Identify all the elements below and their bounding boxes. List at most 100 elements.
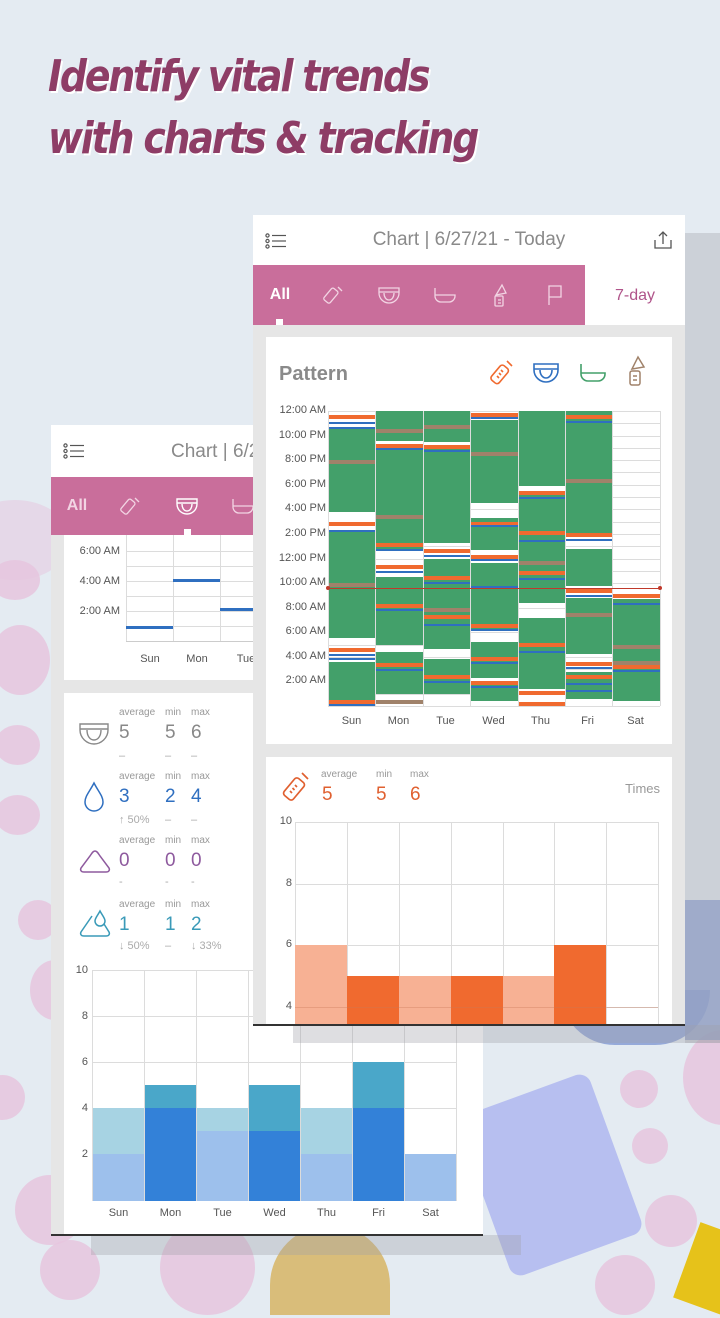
sleep-block — [471, 681, 518, 702]
pump-event — [518, 560, 565, 565]
y-axis-label: 8:00 PM — [285, 453, 326, 466]
bg-decoration — [645, 1195, 697, 1247]
diaper-event — [329, 654, 376, 657]
diaper-event — [566, 682, 613, 685]
pump-event — [376, 699, 423, 704]
sleep-block — [329, 429, 376, 512]
bottle-icon — [119, 494, 143, 518]
stat-average: 0 — [119, 850, 130, 871]
y-axis-label: 4:00 PM — [285, 502, 326, 515]
diaper-icon[interactable] — [532, 361, 560, 385]
sleep-block — [329, 661, 376, 698]
tab-sleep[interactable] — [215, 477, 271, 535]
bar-wed-wet — [249, 1131, 300, 1201]
stat-min: 5 — [165, 722, 176, 743]
tab-sleep[interactable] — [417, 265, 473, 325]
sleep-block — [423, 447, 471, 543]
diaper-event — [566, 595, 613, 598]
pump-event — [376, 515, 423, 520]
bg-decoration — [595, 1255, 655, 1315]
pump-event — [376, 429, 423, 434]
diaper-event — [329, 530, 376, 533]
feeding-event — [423, 548, 471, 553]
tab-feeding[interactable] — [307, 265, 361, 325]
bg-decoration — [0, 1075, 25, 1120]
bottle-icon[interactable] — [488, 357, 516, 387]
mixed-diaper-icon — [78, 908, 112, 938]
tab-feeding[interactable] — [103, 477, 159, 535]
diaper-event — [329, 658, 376, 661]
bg-decoration — [0, 625, 50, 695]
diaper-event — [376, 447, 423, 450]
y-axis-label: 2:00 PM — [285, 526, 326, 539]
feeding-event — [566, 414, 613, 419]
bassinet-icon[interactable] — [578, 362, 608, 384]
feeding-event — [566, 661, 613, 666]
sleep-block — [518, 411, 565, 486]
bg-decoration — [685, 900, 720, 1040]
tab-pump[interactable] — [473, 265, 527, 325]
tab-diaper[interactable] — [159, 477, 215, 535]
current-time-dot — [658, 586, 662, 590]
bg-decoration — [632, 1128, 668, 1164]
diaper-event — [566, 666, 613, 669]
bar-fri-mixed — [353, 1062, 404, 1108]
bottle-icon — [280, 769, 312, 803]
diaper-event — [423, 623, 471, 626]
feeding-event — [376, 444, 423, 449]
feeding-event — [423, 615, 471, 620]
feeding-event — [471, 554, 518, 559]
pump-event — [423, 424, 471, 429]
sleep-block — [376, 411, 423, 441]
feeding-event — [329, 521, 376, 526]
range-selector-7-day[interactable]: 7-day — [615, 287, 656, 304]
stat-average: 1 — [119, 914, 130, 935]
pump-event — [613, 644, 660, 649]
current-time-dot — [326, 586, 330, 590]
tab-all[interactable]: All — [253, 265, 307, 325]
current-time-line — [328, 588, 660, 589]
tab-all[interactable]: All — [66, 497, 88, 514]
stat-max: 0 — [191, 850, 202, 871]
tab-diaper[interactable] — [361, 265, 417, 325]
diaper-event — [220, 608, 267, 611]
feeding-event — [329, 699, 376, 704]
bg-decoration — [620, 1070, 658, 1108]
feeding-min: 5 — [376, 784, 387, 805]
unit-label: Times — [625, 781, 660, 796]
sleep-block — [566, 411, 613, 533]
menu-list-icon[interactable] — [63, 443, 85, 459]
y-axis-label: 6:00 AM — [79, 545, 120, 557]
diaper-event — [471, 661, 518, 664]
bg-decoration — [683, 1030, 720, 1125]
front-screen: Chart | 6/27/21 - Today All 7-day Patter… — [253, 215, 685, 1026]
front-tab-bar: All — [253, 265, 585, 325]
feeding-event — [423, 575, 471, 580]
bar-fri-wet — [353, 1108, 404, 1201]
diaper-event — [471, 525, 518, 528]
pump-event — [613, 660, 660, 665]
feeding-bar-mon — [347, 976, 399, 1024]
diaper-event — [376, 570, 423, 573]
bottle-icon — [322, 283, 346, 307]
sleep-block — [376, 450, 423, 552]
bar-tue-mixed — [197, 1108, 248, 1131]
breast-pump-icon[interactable] — [624, 355, 648, 387]
feeding-event — [423, 675, 471, 680]
y-axis-label: 12:00 AM — [279, 404, 326, 416]
y-axis-label: 10:00 AM — [279, 576, 326, 589]
bg-decoration — [0, 560, 40, 600]
stat-min: 2 — [165, 786, 176, 807]
y-axis-label: 2:00 AM — [79, 605, 120, 617]
tab-milestones[interactable] — [527, 265, 583, 325]
feeding-event — [329, 648, 376, 653]
feeding-event — [471, 656, 518, 661]
bar-sun-wet — [93, 1154, 144, 1201]
feeding-event — [471, 413, 518, 418]
menu-list-icon[interactable] — [265, 233, 287, 249]
share-icon[interactable] — [653, 230, 673, 250]
feeding-bar-tue — [399, 976, 451, 1024]
y-axis-label: 2:00 AM — [285, 674, 326, 687]
back-screen-shadow — [91, 1235, 521, 1255]
diaper-icon — [175, 496, 199, 516]
